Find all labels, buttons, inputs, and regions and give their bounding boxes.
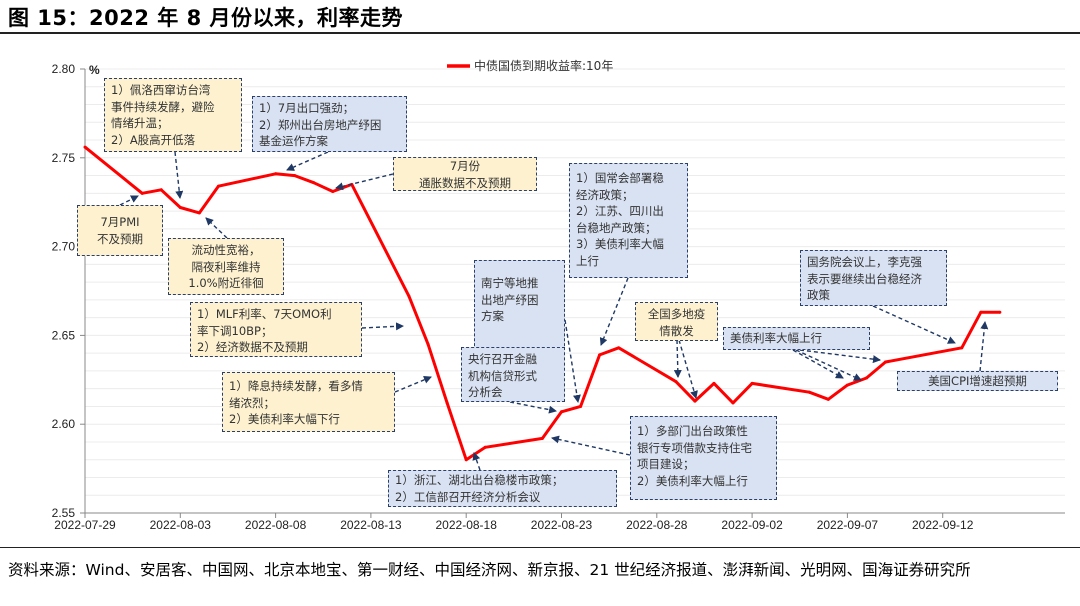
data-point: [979, 310, 983, 314]
annotation-arrow: [119, 195, 139, 206]
x-tick-label: 2022-08-28: [626, 518, 688, 532]
series-line: [84, 145, 1000, 462]
annotation-arrow: [361, 322, 404, 331]
x-tick-label: 2022-09-12: [912, 518, 974, 532]
annotation-rate-cut: 1）降息持续发酵，看多情 绪浓烈； 2）美债利率大幅下行: [222, 372, 395, 432]
x-tick-label: 2022-07-29: [54, 518, 116, 532]
data-point: [159, 188, 163, 192]
annotation-arrow: [564, 319, 581, 403]
data-point: [178, 206, 182, 210]
annotation-us-cpi: 美国CPI增速超预期: [897, 371, 1058, 391]
data-point: [312, 181, 316, 185]
title-divider: [0, 32, 1080, 34]
data-point: [845, 383, 849, 387]
data-point: [617, 346, 621, 350]
annotation-arrow: [174, 151, 184, 199]
x-tick-label: 2022-08-03: [150, 518, 212, 532]
annotation-nanning: 南宁等地推 出地产纾困 方案: [474, 260, 565, 351]
annotation-pelosi: 1）佩洛西窜访台湾 事件持续发酵，避险 情绪升温； 2）A股高开低落: [104, 78, 242, 152]
data-point: [483, 445, 487, 449]
annotation-zhejiang-hubei: 1）浙江、湖北出台稳楼市政策； 2）工信部召开经济分析会议: [388, 470, 617, 507]
annotation-july-exports: 1）7月出口强劲； 2）郑州出台房地产纾困 基金运作方案: [252, 96, 407, 152]
annotation-state-council: 1）国常会部署稳 经济政策； 2）江苏、四川出 台稳地产政策； 3）美债利率大幅…: [569, 163, 688, 278]
data-point: [331, 190, 335, 194]
legend-label: 中债国债到期收益率:10年: [474, 58, 613, 73]
data-point: [807, 390, 811, 394]
annotation-arrow: [678, 339, 698, 399]
x-tick-label: 2022-08-18: [436, 518, 498, 532]
data-point: [407, 294, 411, 298]
data-point: [216, 184, 220, 188]
data-point: [540, 436, 544, 440]
annotation-july-inflation: 7月份 通胀数据不及预期: [393, 157, 537, 191]
x-tick-label: 2022-08-13: [340, 518, 402, 532]
x-tick-label: 2022-09-02: [721, 518, 783, 532]
annotation-us-yields: 美债利率大幅上行: [723, 327, 870, 350]
data-point: [579, 404, 583, 408]
data-point: [864, 376, 868, 380]
x-tick-label: 2022-09-07: [817, 518, 879, 532]
annotation-arrow: [335, 173, 394, 191]
annotation-policy-bank-loans: 1）多部门出台政策性 银行专项借款支持住宅 项目建设； 2）美债利率大幅上行: [630, 416, 777, 500]
annotation-covid: 全国多地疫 情散发: [635, 302, 718, 341]
data-point: [560, 410, 563, 414]
data-point: [197, 211, 201, 215]
y-tick-label: 2.55: [52, 506, 76, 520]
data-point: [598, 353, 602, 357]
data-point: [464, 458, 468, 462]
annotation-arrow: [979, 321, 989, 372]
annotation-arrow: [286, 151, 329, 171]
y-axis-unit: %: [89, 63, 100, 77]
source-note: 资料来源：Wind、安居客、中国网、北京本地宝、第一财经、中国经济网、新京报、2…: [8, 561, 971, 579]
data-point: [293, 174, 297, 178]
y-tick-label: 2.60: [52, 417, 76, 431]
annotation-july-pmi: 7月PMI 不及预期: [77, 205, 163, 256]
data-point: [826, 397, 830, 401]
y-tick-label: 2.80: [52, 62, 76, 76]
data-point: [274, 172, 278, 176]
annotation-mlf-cut: 1）MLF利率、7天OMO利 率下调10BP； 2）经济数据不及预期: [190, 302, 362, 357]
annotation-arrow: [509, 401, 557, 414]
data-point: [445, 401, 449, 405]
annotation-arrow: [394, 376, 432, 393]
y-tick-label: 2.70: [52, 240, 76, 254]
data-point: [140, 191, 144, 195]
x-tick-label: 2022-08-23: [531, 518, 593, 532]
data-point: [693, 399, 697, 403]
data-point: [712, 381, 716, 385]
data-point: [750, 381, 754, 385]
annotation-liquidity: 流动性宽裕， 隔夜利率维持 1.0%附近徘徊: [168, 238, 284, 295]
annotation-arrow: [599, 277, 629, 346]
data-point: [426, 342, 430, 346]
annotation-arrow: [205, 217, 228, 239]
annotation-arrow: [792, 349, 844, 379]
annotation-li-keqiang: 国务院会议上，李克强 表示要继续出台稳经济 政策: [800, 250, 947, 306]
data-point: [674, 380, 678, 384]
annotation-arrow: [673, 339, 682, 378]
x-tick-label: 2022-08-08: [245, 518, 307, 532]
data-point: [960, 346, 964, 350]
annotation-arrow: [872, 305, 956, 344]
annotation-arrow: [551, 435, 631, 456]
data-point: [998, 310, 1002, 314]
y-tick-label: 2.75: [52, 151, 76, 165]
data-point: [884, 360, 888, 364]
annotation-arrow: [799, 349, 881, 364]
data-point: [83, 145, 87, 149]
annotation-arrow: [795, 349, 862, 381]
figure-title: 图 15：2022 年 8 月份以来，利率走势: [8, 6, 404, 30]
data-point: [731, 401, 735, 405]
annotation-arrow: [472, 452, 481, 471]
footer-divider: [0, 547, 1080, 548]
y-tick-label: 2.65: [52, 328, 76, 342]
annotation-pboc-meeting: 央行召开金融 机构信贷形式 分析会: [461, 347, 565, 402]
